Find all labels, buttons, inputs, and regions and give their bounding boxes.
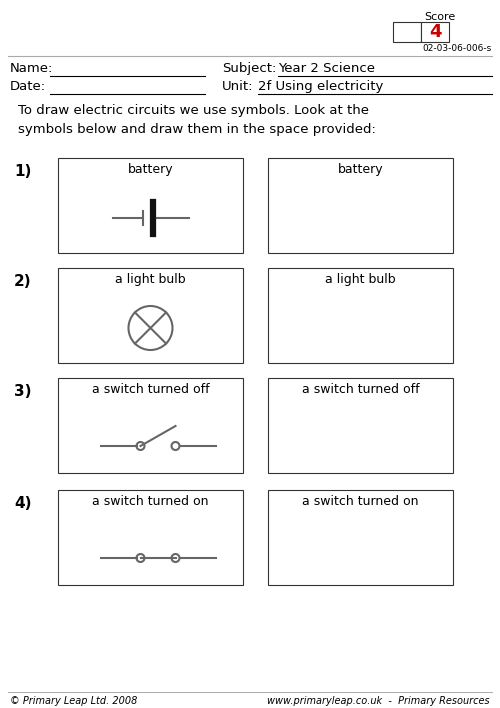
Text: a switch turned off: a switch turned off: [92, 383, 210, 396]
Text: 2f Using electricity: 2f Using electricity: [258, 80, 384, 93]
Bar: [58, 268, 243, 363]
Text: Year 2 Science: Year 2 Science: [278, 62, 375, 75]
Bar: [268, 378, 453, 473]
Text: 2): 2): [14, 274, 32, 289]
Text: To draw electric circuits we use symbols. Look at the
symbols below and draw the: To draw electric circuits we use symbols…: [18, 104, 376, 135]
Text: Score: Score: [424, 12, 456, 22]
Text: a switch turned off: a switch turned off: [302, 383, 420, 396]
Text: 3): 3): [14, 384, 32, 399]
Text: a switch turned on: a switch turned on: [92, 495, 209, 508]
Text: a light bulb: a light bulb: [115, 273, 186, 286]
Text: www.primaryleap.co.uk  -  Primary Resources: www.primaryleap.co.uk - Primary Resource…: [268, 696, 490, 706]
Text: 1): 1): [14, 164, 32, 179]
Text: Name:: Name:: [10, 62, 54, 75]
Bar: [58, 158, 243, 253]
Bar: [393, 22, 421, 42]
Text: a light bulb: a light bulb: [325, 273, 396, 286]
Text: a switch turned on: a switch turned on: [302, 495, 419, 508]
Text: 4): 4): [14, 496, 32, 511]
Bar: [268, 158, 453, 253]
Text: 4: 4: [429, 23, 442, 41]
Bar: [268, 268, 453, 363]
Text: © Primary Leap Ltd. 2008: © Primary Leap Ltd. 2008: [10, 696, 138, 706]
Bar: [421, 22, 449, 42]
Bar: [58, 490, 243, 585]
Text: Unit:: Unit:: [222, 80, 254, 93]
Text: 02-03-06-006-s: 02-03-06-006-s: [422, 44, 491, 53]
Bar: [58, 378, 243, 473]
Text: battery: battery: [338, 163, 384, 176]
Text: Subject:: Subject:: [222, 62, 276, 75]
Text: battery: battery: [128, 163, 174, 176]
Text: Date:: Date:: [10, 80, 46, 93]
Bar: [268, 490, 453, 585]
